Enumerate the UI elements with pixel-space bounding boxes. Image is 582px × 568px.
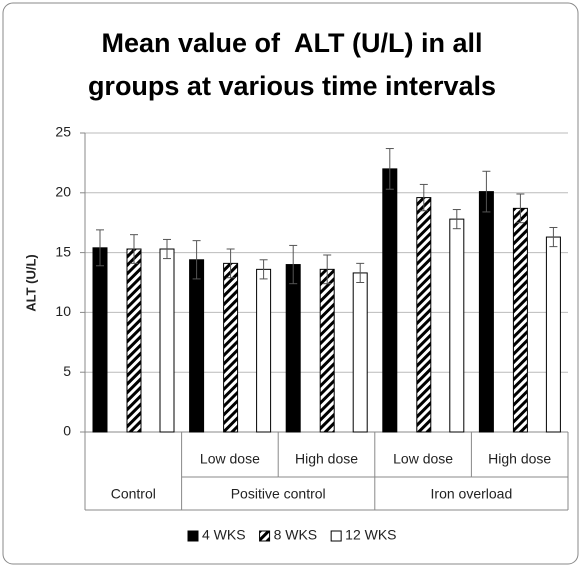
error-bar — [192, 240, 201, 280]
y-tick-label: 20 — [55, 184, 71, 200]
error-bar — [259, 259, 268, 280]
bar — [319, 268, 335, 433]
y-axis-label: ALT (U/L) — [23, 254, 38, 312]
chart-title: Mean value of ALT (U/L) in all — [101, 28, 482, 58]
group-label: Positive control — [231, 486, 326, 502]
error-bar — [289, 244, 298, 285]
legend-label: 8 WKS — [274, 527, 318, 543]
error-bar — [516, 193, 525, 224]
bar — [512, 207, 528, 433]
legend-swatch — [187, 530, 199, 542]
legend-swatch — [330, 530, 342, 542]
error-bar — [96, 229, 104, 267]
error-bar — [482, 170, 491, 213]
error-bar — [163, 238, 171, 260]
bar — [449, 218, 465, 433]
error-bar — [356, 262, 365, 283]
legend-swatch — [259, 530, 271, 542]
error-bar — [323, 254, 332, 285]
error-bar — [130, 234, 138, 264]
error-bar — [419, 183, 428, 212]
bar — [189, 259, 205, 433]
bar — [285, 264, 301, 433]
y-tick-label: 5 — [63, 363, 71, 379]
legend-label: 4 WKS — [202, 527, 246, 543]
error-bar — [226, 248, 235, 279]
bar — [545, 236, 561, 433]
legend-label: 12 WKS — [345, 527, 396, 543]
y-tick-label: 15 — [55, 243, 71, 259]
x-tick-label: High dose — [488, 451, 551, 467]
error-bar — [385, 148, 394, 190]
bar — [352, 272, 368, 433]
bar — [92, 247, 108, 433]
error-bar — [452, 209, 461, 230]
group-label: Iron overload — [431, 486, 513, 502]
bar — [159, 248, 175, 433]
chart-title: groups at various time intervals — [88, 71, 496, 101]
error-bar — [549, 226, 558, 248]
bar — [126, 248, 142, 433]
y-tick-label: 25 — [55, 124, 71, 140]
x-tick-label: High dose — [295, 451, 358, 467]
y-tick-label: 10 — [55, 303, 71, 319]
bar — [416, 197, 432, 433]
bar — [478, 191, 494, 433]
y-tick-label: 0 — [63, 423, 71, 439]
x-tick-label: Low dose — [393, 451, 453, 467]
bar — [256, 268, 272, 433]
bar — [382, 168, 398, 433]
x-tick-label: Low dose — [200, 451, 260, 467]
bar — [223, 262, 239, 433]
group-label: Control — [111, 486, 156, 502]
